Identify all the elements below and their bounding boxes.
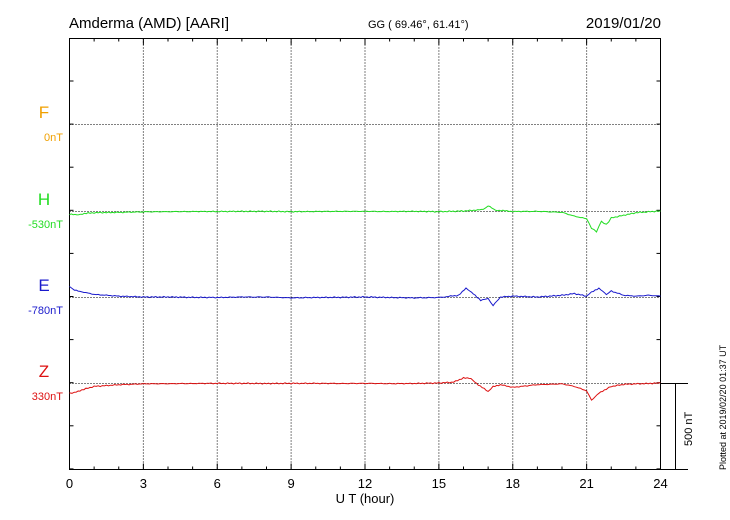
x-tick-label: 0 — [66, 476, 73, 491]
grid-lines — [69, 38, 661, 470]
series-line-z — [69, 376, 661, 401]
x-tick-label: 9 — [288, 476, 295, 491]
scale-bar-label: 500 nT — [683, 411, 695, 446]
series-offset-e: -780nT — [28, 305, 63, 317]
x-tick-label: 12 — [358, 476, 372, 491]
axis-ticks — [69, 38, 661, 470]
series-name-h: H — [38, 190, 50, 209]
plotted-timestamp: Plotted at 2019/02/20 01:37 UT — [718, 344, 728, 470]
series-line-h — [69, 205, 661, 233]
series-lines — [69, 205, 661, 401]
series-offset-f: 0nT — [44, 132, 63, 144]
x-tick-label: 24 — [653, 476, 667, 491]
coordinates-label: GG ( 69.46°, 61.41°) — [368, 19, 469, 31]
series-offset-z: 330nT — [32, 391, 63, 403]
station-title: Amderma (AMD) [AARI] — [69, 15, 229, 32]
scale-bar: 500 nT — [660, 383, 695, 470]
series-name-f: F — [39, 103, 49, 122]
series-name-e: E — [38, 276, 49, 295]
x-axis-label: U T (hour) — [336, 491, 395, 506]
series-line-e — [69, 286, 661, 307]
date-label: 2019/01/20 — [586, 15, 661, 32]
x-tick-label: 3 — [140, 476, 147, 491]
x-tick-label: 15 — [432, 476, 446, 491]
x-tick-label: 18 — [506, 476, 520, 491]
series-labels: F 0nT H -530nT E -780nT Z 330nT — [28, 103, 63, 403]
x-tick-labels: 0 3 6 9 12 15 18 21 24 — [66, 476, 668, 491]
series-offset-h: -530nT — [28, 219, 63, 231]
x-tick-label: 21 — [579, 476, 593, 491]
x-tick-label: 6 — [214, 476, 221, 491]
series-name-z: Z — [39, 362, 49, 381]
